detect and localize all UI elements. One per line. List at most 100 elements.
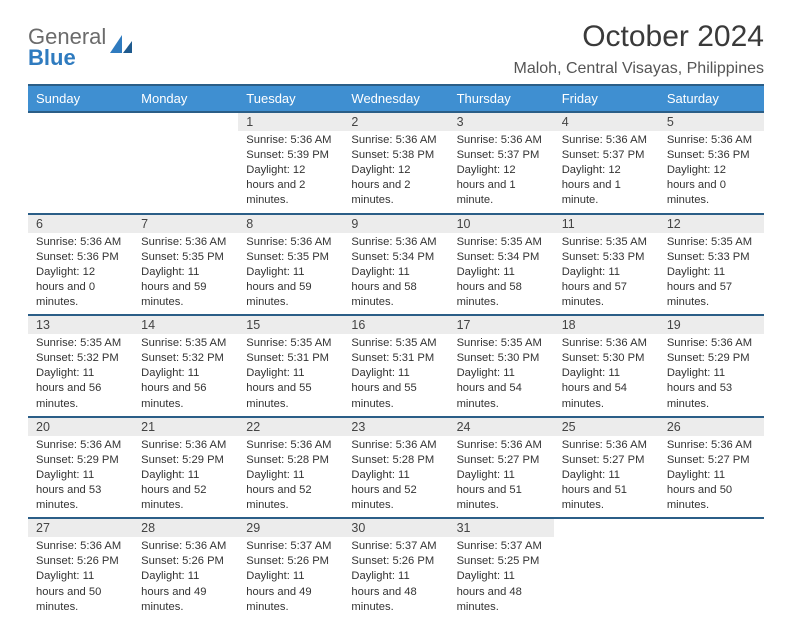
day-details: Sunrise: 5:36 AMSunset: 5:34 PMDaylight:… — [343, 233, 448, 315]
calendar-cell: 28Sunrise: 5:36 AMSunset: 5:26 PMDayligh… — [133, 518, 238, 619]
calendar-week: 13Sunrise: 5:35 AMSunset: 5:32 PMDayligh… — [28, 315, 764, 417]
day-details: Sunrise: 5:37 AMSunset: 5:26 PMDaylight:… — [343, 537, 448, 619]
month-title: October 2024 — [514, 20, 765, 54]
day-number: 6 — [28, 215, 133, 233]
weekday-header: Sunday — [28, 85, 133, 112]
day-details: Sunrise: 5:35 AMSunset: 5:32 PMDaylight:… — [133, 334, 238, 416]
day-number: 12 — [659, 215, 764, 233]
calendar-table: SundayMondayTuesdayWednesdayThursdayFrid… — [28, 84, 764, 619]
calendar-cell: 10Sunrise: 5:35 AMSunset: 5:34 PMDayligh… — [449, 214, 554, 316]
day-details: Sunrise: 5:36 AMSunset: 5:37 PMDaylight:… — [554, 131, 659, 213]
calendar-cell: 31Sunrise: 5:37 AMSunset: 5:25 PMDayligh… — [449, 518, 554, 619]
weekday-header: Thursday — [449, 85, 554, 112]
title-block: October 2024 Maloh, Central Visayas, Phi… — [514, 20, 765, 78]
calendar-cell: 3Sunrise: 5:36 AMSunset: 5:37 PMDaylight… — [449, 112, 554, 214]
day-details: Sunrise: 5:35 AMSunset: 5:32 PMDaylight:… — [28, 334, 133, 416]
day-details: Sunrise: 5:35 AMSunset: 5:31 PMDaylight:… — [343, 334, 448, 416]
calendar-cell: 7Sunrise: 5:36 AMSunset: 5:35 PMDaylight… — [133, 214, 238, 316]
logo-word-blue: Blue — [28, 47, 106, 69]
calendar-week: 20Sunrise: 5:36 AMSunset: 5:29 PMDayligh… — [28, 417, 764, 519]
calendar-week: 1Sunrise: 5:36 AMSunset: 5:39 PMDaylight… — [28, 112, 764, 214]
day-number: 10 — [449, 215, 554, 233]
calendar-cell: 1Sunrise: 5:36 AMSunset: 5:39 PMDaylight… — [238, 112, 343, 214]
day-number: 7 — [133, 215, 238, 233]
day-details: Sunrise: 5:36 AMSunset: 5:30 PMDaylight:… — [554, 334, 659, 416]
day-number: 27 — [28, 519, 133, 537]
calendar-cell: 9Sunrise: 5:36 AMSunset: 5:34 PMDaylight… — [343, 214, 448, 316]
day-details: Sunrise: 5:36 AMSunset: 5:27 PMDaylight:… — [449, 436, 554, 518]
day-number: 24 — [449, 418, 554, 436]
logo-sail-icon — [108, 33, 134, 62]
calendar-cell: 11Sunrise: 5:35 AMSunset: 5:33 PMDayligh… — [554, 214, 659, 316]
calendar-cell: 18Sunrise: 5:36 AMSunset: 5:30 PMDayligh… — [554, 315, 659, 417]
day-number: 15 — [238, 316, 343, 334]
day-details: Sunrise: 5:37 AMSunset: 5:26 PMDaylight:… — [238, 537, 343, 619]
calendar-cell — [659, 518, 764, 619]
calendar-cell: 12Sunrise: 5:35 AMSunset: 5:33 PMDayligh… — [659, 214, 764, 316]
calendar-cell: 30Sunrise: 5:37 AMSunset: 5:26 PMDayligh… — [343, 518, 448, 619]
location-text: Maloh, Central Visayas, Philippines — [514, 60, 765, 78]
day-details: Sunrise: 5:36 AMSunset: 5:35 PMDaylight:… — [238, 233, 343, 315]
day-details: Sunrise: 5:36 AMSunset: 5:28 PMDaylight:… — [343, 436, 448, 518]
calendar-cell: 26Sunrise: 5:36 AMSunset: 5:27 PMDayligh… — [659, 417, 764, 519]
day-details: Sunrise: 5:37 AMSunset: 5:25 PMDaylight:… — [449, 537, 554, 619]
day-details: Sunrise: 5:36 AMSunset: 5:39 PMDaylight:… — [238, 131, 343, 213]
day-number: 2 — [343, 113, 448, 131]
weekday-header: Wednesday — [343, 85, 448, 112]
day-number: 18 — [554, 316, 659, 334]
weekday-header: Tuesday — [238, 85, 343, 112]
day-details: Sunrise: 5:36 AMSunset: 5:36 PMDaylight:… — [659, 131, 764, 213]
day-number: 14 — [133, 316, 238, 334]
day-number: 29 — [238, 519, 343, 537]
calendar-cell: 24Sunrise: 5:36 AMSunset: 5:27 PMDayligh… — [449, 417, 554, 519]
calendar-cell: 16Sunrise: 5:35 AMSunset: 5:31 PMDayligh… — [343, 315, 448, 417]
day-number — [133, 113, 238, 131]
day-number: 1 — [238, 113, 343, 131]
weekday-header: Friday — [554, 85, 659, 112]
day-number: 26 — [659, 418, 764, 436]
day-number: 13 — [28, 316, 133, 334]
day-details: Sunrise: 5:36 AMSunset: 5:29 PMDaylight:… — [28, 436, 133, 518]
day-details: Sunrise: 5:36 AMSunset: 5:26 PMDaylight:… — [28, 537, 133, 619]
day-details: Sunrise: 5:35 AMSunset: 5:30 PMDaylight:… — [449, 334, 554, 416]
logo: General Blue — [28, 20, 134, 69]
day-number: 9 — [343, 215, 448, 233]
header: General Blue October 2024 Maloh, Central… — [28, 20, 764, 78]
calendar-body: 1Sunrise: 5:36 AMSunset: 5:39 PMDaylight… — [28, 112, 764, 619]
calendar-cell — [28, 112, 133, 214]
calendar-cell: 2Sunrise: 5:36 AMSunset: 5:38 PMDaylight… — [343, 112, 448, 214]
day-details: Sunrise: 5:36 AMSunset: 5:35 PMDaylight:… — [133, 233, 238, 315]
calendar-week: 27Sunrise: 5:36 AMSunset: 5:26 PMDayligh… — [28, 518, 764, 619]
calendar-cell: 14Sunrise: 5:35 AMSunset: 5:32 PMDayligh… — [133, 315, 238, 417]
calendar-cell: 17Sunrise: 5:35 AMSunset: 5:30 PMDayligh… — [449, 315, 554, 417]
day-number: 30 — [343, 519, 448, 537]
calendar-cell: 21Sunrise: 5:36 AMSunset: 5:29 PMDayligh… — [133, 417, 238, 519]
calendar-cell — [133, 112, 238, 214]
day-details: Sunrise: 5:36 AMSunset: 5:36 PMDaylight:… — [28, 233, 133, 315]
day-details: Sunrise: 5:36 AMSunset: 5:29 PMDaylight:… — [133, 436, 238, 518]
day-details: Sunrise: 5:35 AMSunset: 5:31 PMDaylight:… — [238, 334, 343, 416]
day-number: 4 — [554, 113, 659, 131]
day-details: Sunrise: 5:35 AMSunset: 5:33 PMDaylight:… — [554, 233, 659, 315]
day-number: 20 — [28, 418, 133, 436]
calendar-cell: 23Sunrise: 5:36 AMSunset: 5:28 PMDayligh… — [343, 417, 448, 519]
calendar-cell: 8Sunrise: 5:36 AMSunset: 5:35 PMDaylight… — [238, 214, 343, 316]
calendar-head: SundayMondayTuesdayWednesdayThursdayFrid… — [28, 85, 764, 112]
calendar-cell: 5Sunrise: 5:36 AMSunset: 5:36 PMDaylight… — [659, 112, 764, 214]
day-details: Sunrise: 5:36 AMSunset: 5:26 PMDaylight:… — [133, 537, 238, 619]
day-number: 31 — [449, 519, 554, 537]
day-number: 8 — [238, 215, 343, 233]
day-number: 25 — [554, 418, 659, 436]
day-details: Sunrise: 5:36 AMSunset: 5:28 PMDaylight:… — [238, 436, 343, 518]
calendar-cell: 19Sunrise: 5:36 AMSunset: 5:29 PMDayligh… — [659, 315, 764, 417]
calendar-cell: 4Sunrise: 5:36 AMSunset: 5:37 PMDaylight… — [554, 112, 659, 214]
day-number: 3 — [449, 113, 554, 131]
calendar-cell: 27Sunrise: 5:36 AMSunset: 5:26 PMDayligh… — [28, 518, 133, 619]
day-details: Sunrise: 5:36 AMSunset: 5:29 PMDaylight:… — [659, 334, 764, 416]
day-details: Sunrise: 5:36 AMSunset: 5:37 PMDaylight:… — [449, 131, 554, 213]
day-number: 28 — [133, 519, 238, 537]
day-number: 16 — [343, 316, 448, 334]
calendar-cell — [554, 518, 659, 619]
day-details: Sunrise: 5:36 AMSunset: 5:27 PMDaylight:… — [659, 436, 764, 518]
day-number: 23 — [343, 418, 448, 436]
